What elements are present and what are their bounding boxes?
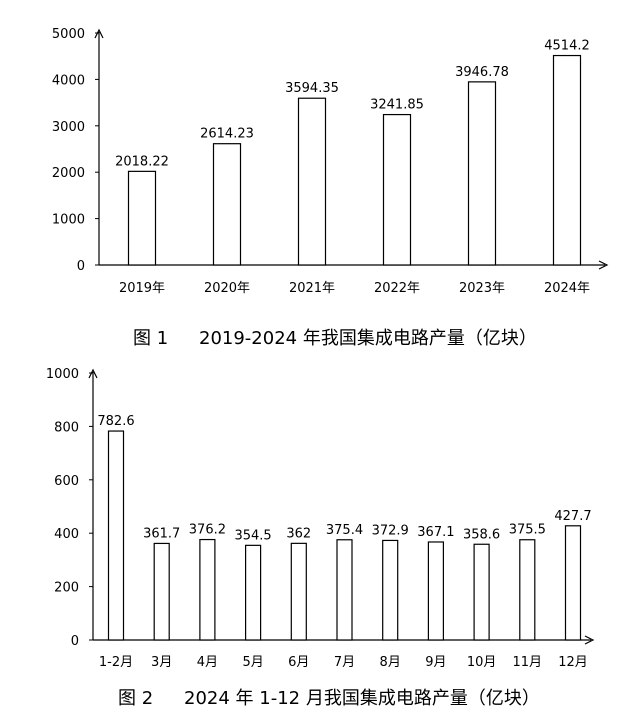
x-category-label: 11月 — [513, 655, 543, 670]
bar — [564, 525, 582, 641]
bar — [153, 542, 170, 641]
x-category-label: 2024年 — [544, 281, 590, 296]
y-tick-label: 0 — [77, 259, 85, 274]
x-category-label: 10月 — [467, 655, 497, 670]
bar — [212, 143, 242, 266]
chart-2-caption-title: 2024 年 1-12 月我国集成电路产量（亿块） — [184, 688, 540, 709]
bar-value-label: 362 — [286, 526, 311, 541]
bar-value-label: 3946.78 — [455, 65, 509, 80]
bar-value-label: 367.1 — [417, 525, 454, 540]
x-category-label: 2020年 — [204, 281, 250, 296]
chart-1: 0 1000 2000 3000 4000 5000 2018.22 2019年 2614.23… — [52, 27, 609, 296]
bar-value-label: 4514.2 — [544, 39, 590, 54]
chart-1-caption-title: 2019-2024 年我国集成电路产量（亿块） — [199, 328, 537, 349]
y-tick-label: 400 — [54, 527, 79, 542]
bar-value-label: 3594.35 — [285, 81, 339, 96]
y-tick-label: 800 — [54, 420, 79, 435]
x-category-label: 2022年 — [374, 281, 420, 296]
x-category-label: 1-2月 — [99, 655, 133, 670]
bar — [245, 544, 262, 641]
x-category-label: 2019年 — [119, 281, 165, 296]
y-tick-label: 200 — [54, 581, 79, 596]
bar — [290, 542, 307, 641]
bar-value-label: 361.7 — [143, 526, 180, 541]
x-category-label: 3月 — [151, 655, 172, 670]
bar-value-label: 427.7 — [554, 509, 591, 524]
bar — [552, 54, 582, 266]
bar-value-label: 3241.85 — [370, 98, 424, 113]
x-axis-arrow — [598, 260, 609, 270]
x-category-label: 6月 — [288, 655, 309, 670]
y-tick-label: 1000 — [52, 213, 85, 228]
bar-value-label: 376.2 — [189, 523, 226, 538]
y-tick-label: 2000 — [52, 166, 85, 181]
x-category-label: 5月 — [242, 655, 263, 670]
bar — [519, 539, 536, 641]
bar — [473, 543, 490, 641]
bar-value-label: 2614.23 — [200, 127, 254, 142]
bar — [427, 541, 444, 641]
x-category-label: 12月 — [558, 655, 588, 670]
y-tick-label: 600 — [54, 474, 79, 489]
bar-value-label: 375.5 — [509, 523, 546, 538]
bar-value-label: 354.5 — [234, 528, 271, 543]
chart-2: 0 200 400 600 800 1000 782.6 1-2月 361.7 3月 376.2 4月… — [46, 367, 595, 670]
bar-value-label: 358.6 — [463, 527, 500, 542]
bar — [382, 113, 412, 266]
bar-value-label: 2018.22 — [115, 154, 169, 169]
x-category-label: 2021年 — [289, 281, 335, 296]
y-tick-label: 0 — [71, 634, 79, 649]
bar — [467, 81, 497, 266]
y-axis-arrow — [88, 368, 98, 379]
x-category-label: 7月 — [334, 655, 355, 670]
bar — [199, 538, 216, 641]
chart-2-caption-label: 图 2 — [118, 688, 154, 709]
x-category-label: 8月 — [380, 655, 401, 670]
x-category-label: 9月 — [425, 655, 446, 670]
y-tick-label: 4000 — [52, 73, 85, 88]
y-tick-label: 3000 — [52, 120, 85, 135]
bar-value-label: 782.6 — [97, 414, 134, 429]
bar-value-label: 375.4 — [326, 523, 363, 538]
bar — [127, 170, 157, 266]
x-axis-arrow — [584, 635, 595, 645]
bar — [107, 430, 125, 641]
chart-1-caption-label: 图 1 — [133, 328, 169, 349]
x-category-label: 2023年 — [459, 281, 505, 296]
bar — [297, 97, 327, 266]
y-tick-label: 1000 — [46, 367, 79, 382]
y-tick-label: 5000 — [52, 27, 85, 42]
x-category-label: 4月 — [197, 655, 218, 670]
bar — [382, 539, 399, 641]
bar — [336, 539, 353, 641]
bar-value-label: 372.9 — [372, 523, 409, 538]
y-axis-arrow — [94, 28, 104, 39]
